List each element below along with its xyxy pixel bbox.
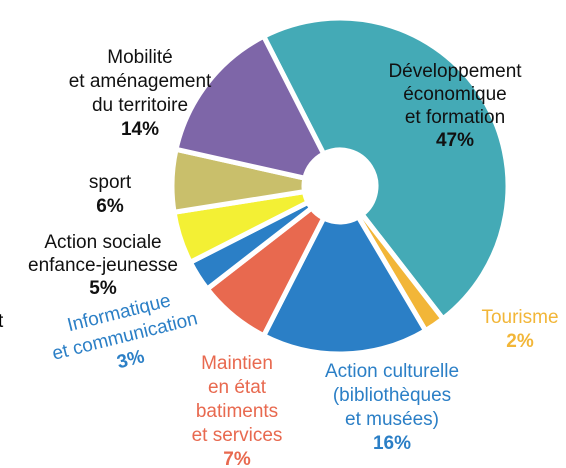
label-line: Tourisme [481, 307, 558, 328]
slice-label: sport 6% [89, 172, 132, 217]
label-line: Action sociale [44, 232, 161, 253]
value-label: 16% [373, 433, 411, 454]
slice [173, 32, 328, 182]
slice-label: Tourisme 2% [481, 307, 558, 352]
value-label: 6% [96, 196, 124, 217]
label-line: batiments [196, 401, 278, 422]
slice-label: Maintien en état batiments et services 7% [192, 353, 283, 468]
label-line: économique [403, 84, 507, 105]
slice-label: Action culturelle (bibliothèques et musées… [325, 361, 459, 454]
label-line: Mobilité [107, 47, 172, 68]
label-line: du territoire [92, 95, 188, 116]
slice-label: Mobilité et aménagement du territoire 14% [69, 47, 212, 140]
label-line: en état [208, 377, 267, 398]
label-line: Action culturelle [325, 361, 459, 382]
slice [260, 213, 429, 357]
label-line: et formation [405, 107, 505, 128]
value-label: 5% [89, 278, 117, 299]
slice [260, 15, 511, 323]
label-line: enfance-jeunesse [28, 255, 178, 276]
value-label: 3% [115, 346, 147, 373]
value-label: 7% [223, 449, 251, 468]
value-label: 14% [121, 119, 159, 140]
label-line: et musées) [345, 409, 439, 430]
label-line: Développement [388, 61, 522, 82]
label-line: Maintien [201, 353, 273, 374]
value-label: 47% [436, 130, 474, 151]
value-label: 2% [506, 331, 534, 352]
label-line: et aménagement [69, 71, 212, 92]
label-line: et services [192, 425, 283, 446]
label-line: sport [89, 172, 132, 193]
cut-label: t [0, 311, 4, 332]
label-line: (bibliothèques [333, 385, 451, 406]
